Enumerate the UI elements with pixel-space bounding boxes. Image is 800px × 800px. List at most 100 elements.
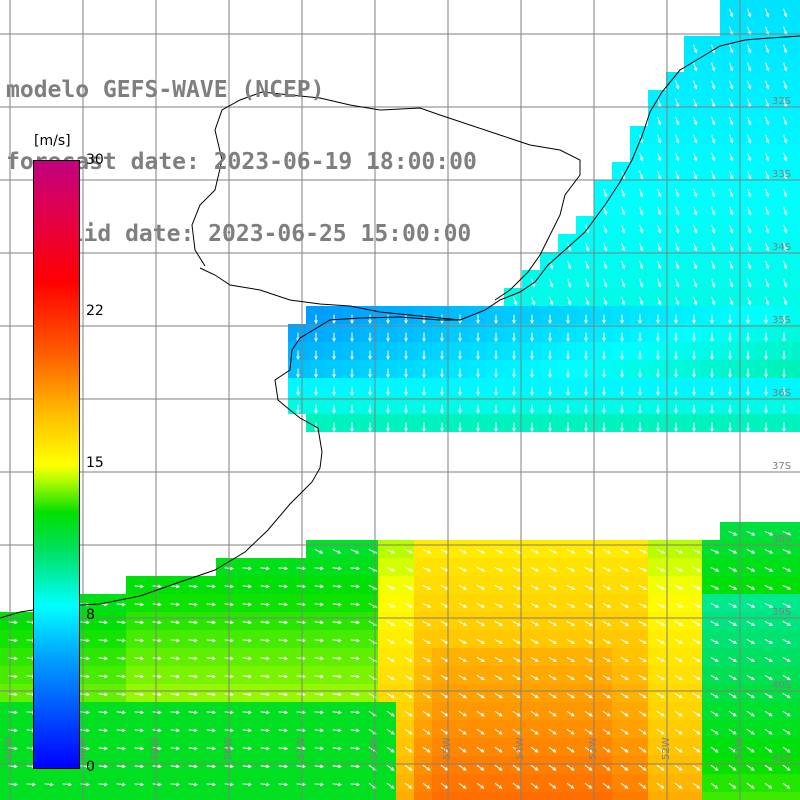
wind-arrow [548, 638, 558, 644]
wind-arrow [747, 224, 752, 234]
field-cell [324, 396, 342, 414]
wind-arrow [260, 674, 271, 679]
field-cell [720, 270, 738, 288]
field-cell [756, 36, 774, 54]
field-cell [594, 252, 612, 270]
field-cell [108, 774, 126, 792]
field-cell [774, 342, 792, 360]
field-cell [270, 774, 288, 792]
wind-arrow [494, 620, 504, 626]
wind-arrow [675, 170, 680, 180]
wind-arrow [404, 746, 413, 753]
wind-arrow [440, 368, 444, 379]
wind-arrow [170, 710, 181, 715]
wind-arrow [80, 674, 91, 679]
wind-arrow [350, 422, 354, 433]
field-cell [306, 756, 324, 774]
field-cell [756, 378, 774, 396]
wind-arrow [764, 314, 768, 325]
wind-arrow [710, 674, 719, 681]
field-cell [558, 396, 576, 414]
wind-arrow [602, 782, 611, 789]
wind-arrow [656, 548, 666, 554]
wind-arrow [782, 584, 792, 590]
field-cell [630, 792, 648, 800]
wind-arrow [728, 332, 732, 343]
field-cell [612, 396, 630, 414]
field-cell [90, 774, 108, 792]
wind-arrow [458, 386, 462, 397]
wind-arrow [674, 620, 684, 626]
lon-label: 59W [150, 737, 161, 760]
field-cell [630, 162, 648, 180]
wind-arrow [639, 188, 644, 198]
wind-arrow [728, 530, 738, 536]
wind-arrow [638, 386, 642, 397]
wind-arrow [116, 764, 127, 769]
wind-arrow [711, 62, 716, 72]
wind-arrow [566, 782, 575, 789]
wind-arrow [747, 26, 752, 36]
wind-arrow [783, 224, 788, 234]
wind-arrow [656, 404, 660, 415]
wind-arrow [765, 134, 770, 144]
field-cell [90, 756, 108, 774]
field-cell [792, 396, 800, 414]
wind-arrow [639, 242, 644, 252]
wind-arrow [242, 710, 253, 715]
field-cell [108, 738, 126, 756]
wind-arrow [458, 674, 467, 681]
wind-arrow [494, 710, 503, 717]
wind-arrow [386, 602, 396, 608]
field-cell [324, 612, 342, 630]
wind-arrow [692, 602, 702, 608]
field-cell [126, 594, 144, 612]
wind-arrow [278, 782, 289, 787]
field-cell [702, 90, 720, 108]
field-cell [324, 648, 342, 666]
wind-arrow [566, 584, 576, 590]
field-cell [234, 648, 252, 666]
field-cell [378, 414, 396, 432]
wind-arrow [656, 350, 660, 361]
wind-arrow [746, 530, 756, 536]
wind-arrow [476, 620, 486, 626]
field-cell [342, 738, 360, 756]
field-cell [558, 234, 576, 252]
wind-arrow [710, 602, 720, 608]
wind-arrow [476, 674, 485, 681]
wind-arrow [458, 782, 467, 789]
wind-arrow [638, 638, 648, 644]
wind-arrow [476, 314, 480, 325]
wind-arrow [188, 638, 199, 643]
wind-arrow [512, 350, 516, 361]
field-cell [666, 270, 684, 288]
wind-arrow [548, 746, 557, 753]
field-cell [720, 36, 738, 54]
wind-arrow [620, 674, 629, 681]
wind-arrow [620, 584, 630, 590]
wind-arrow [458, 566, 468, 572]
field-cell [342, 792, 360, 800]
wind-arrow [729, 26, 734, 36]
field-cell [630, 234, 648, 252]
field-cell [774, 72, 792, 90]
wind-arrow [296, 764, 307, 769]
wind-arrow [584, 332, 588, 343]
wind-arrow [711, 206, 716, 216]
wind-arrow [746, 422, 750, 433]
wind-arrow [494, 656, 503, 663]
wind-arrow [404, 332, 408, 343]
wind-arrow [422, 368, 426, 379]
field-cell [576, 378, 594, 396]
wind-arrow [494, 332, 498, 343]
field-cell [738, 126, 756, 144]
wind-arrow [620, 332, 624, 343]
field-cell [468, 378, 486, 396]
wind-arrow [566, 656, 575, 663]
wind-arrow [422, 350, 426, 361]
wind-arrow [710, 386, 714, 397]
wind-arrow [638, 332, 642, 343]
field-cell [648, 234, 666, 252]
field-cell [738, 162, 756, 180]
